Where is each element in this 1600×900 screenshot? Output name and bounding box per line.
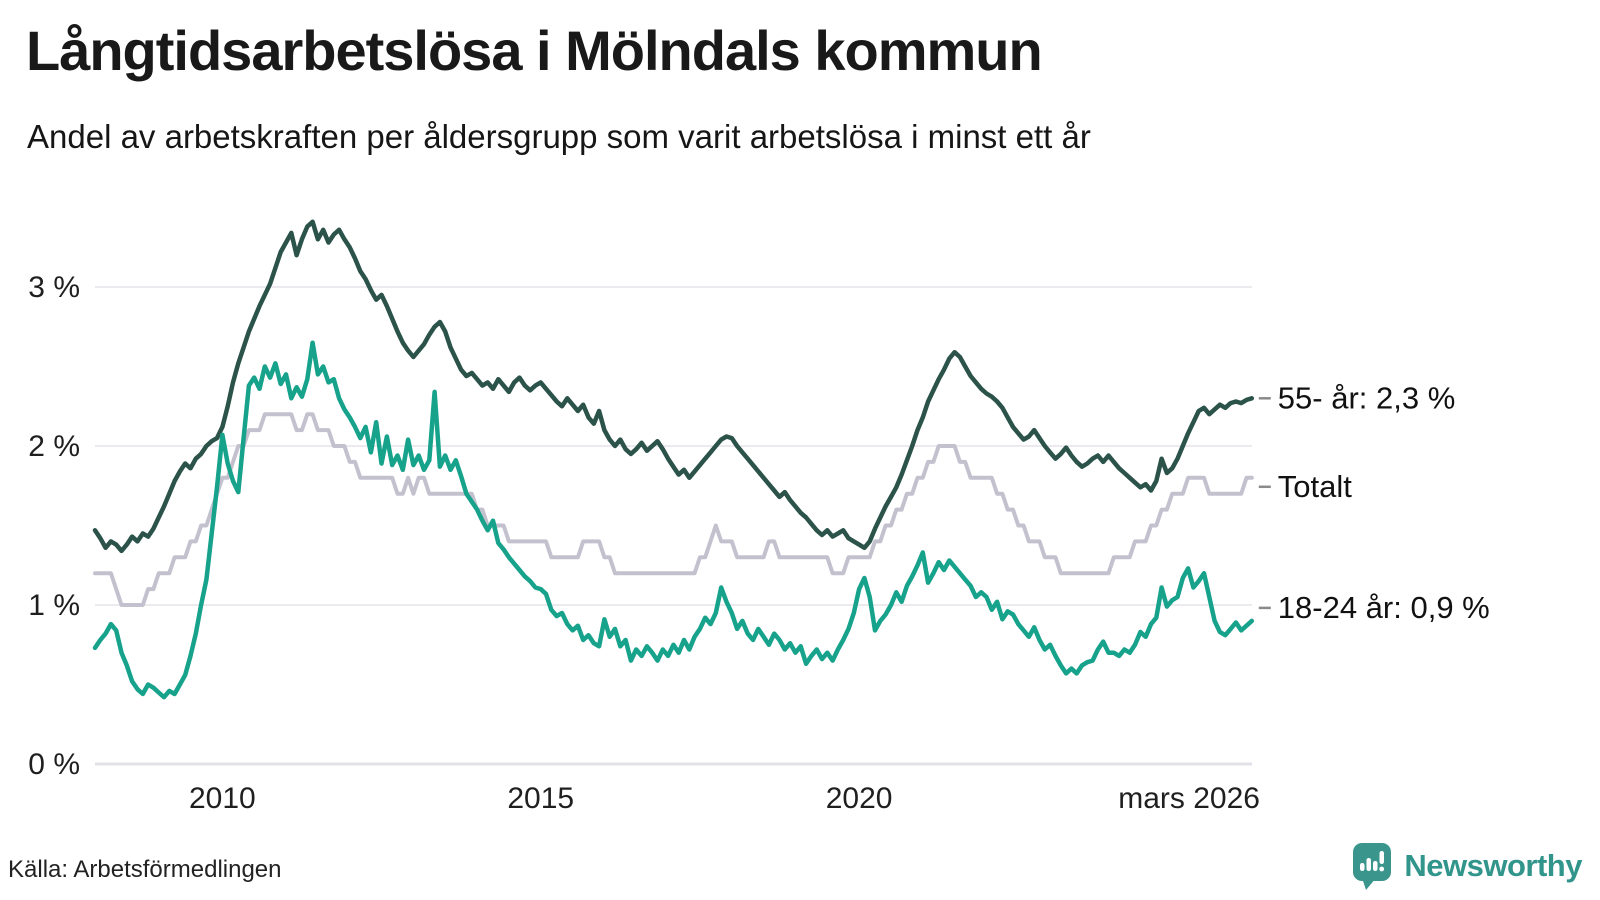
x-axis-tick-label: mars 2026 [1118, 782, 1260, 815]
newsworthy-brand: Newsworthy [1352, 842, 1582, 890]
series-line-55-r [92, 219, 1255, 554]
y-axis-tick-label: 0 % [28, 748, 80, 781]
y-axis-tick-label: 1 % [28, 589, 80, 622]
y-axis-tick-label: 3 % [28, 271, 80, 304]
newsworthy-logo-icon [1353, 843, 1392, 890]
source-note: Källa: Arbetsförmedlingen [8, 856, 282, 883]
page-title: Långtidsarbetslösa i Mölndals kommun [26, 19, 1043, 82]
series-end-label: 18-24 år: 0,9 % [1278, 590, 1490, 625]
series-line-Totalt [93, 412, 1254, 607]
series-end-label: Totalt [1278, 469, 1352, 504]
newsworthy-wordmark: Newsworthy [1404, 848, 1582, 883]
series-line-18-24-r [92, 340, 1255, 700]
series-end-label: 55- år: 2,3 % [1278, 380, 1455, 415]
page-subtitle: Andel av arbetskraften per åldersgrupp s… [27, 118, 1091, 155]
x-axis-tick-label: 2015 [507, 782, 574, 815]
x-axis-tick-label: 2010 [189, 782, 256, 815]
y-axis-tick-label: 2 % [28, 430, 80, 463]
x-axis-tick-label: 2020 [826, 782, 893, 815]
